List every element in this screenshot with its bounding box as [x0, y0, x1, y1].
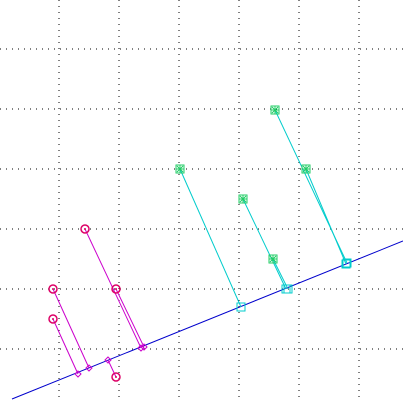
- series-b-projection-marker: [236, 302, 246, 312]
- series-a-projection-line: [52, 288, 90, 369]
- series-a-point-dot: [115, 376, 117, 378]
- series-a-projection-line: [52, 318, 79, 375]
- series-b-point-star: [269, 255, 277, 263]
- series-a-projection-line: [115, 288, 145, 348]
- series-b-point-star: [271, 106, 279, 114]
- series-b-projection-line: [179, 168, 242, 308]
- series-a-point: [48, 284, 58, 294]
- series-b-projection-marker: [283, 284, 293, 294]
- series-b-projection-line: [305, 168, 347, 265]
- series-a-point-dot: [52, 318, 54, 320]
- series-a-point-dot: [115, 288, 117, 290]
- series-a-point: [111, 284, 121, 294]
- series-a-projection-marker: [140, 343, 148, 351]
- series-b-projection-marker: [342, 258, 352, 268]
- series-b-point-star: [239, 195, 247, 203]
- series-a-projection-marker: [74, 370, 82, 378]
- series-a-projection-marker: [85, 364, 93, 372]
- projection-axis: [11, 240, 403, 400]
- series-b-projection-line: [272, 258, 289, 290]
- projection-line: [11, 240, 403, 400]
- series-b-point-star: [302, 165, 310, 173]
- series-a-projection-marker: [137, 344, 145, 352]
- series-a-projection-line: [84, 228, 142, 349]
- series-b-point-star: [176, 165, 184, 173]
- series-a-point-dot: [52, 288, 54, 290]
- series-a-point: [111, 372, 121, 382]
- series-group: [48, 105, 352, 382]
- series-a-point-dot: [84, 228, 86, 230]
- series-b-projection-marker: [341, 259, 351, 269]
- series-a-projection-line: [107, 359, 117, 378]
- series-a-projection-marker: [104, 356, 112, 364]
- series-a-point: [48, 314, 58, 324]
- series-b-projection-line: [242, 198, 287, 290]
- series-a-point: [80, 224, 90, 234]
